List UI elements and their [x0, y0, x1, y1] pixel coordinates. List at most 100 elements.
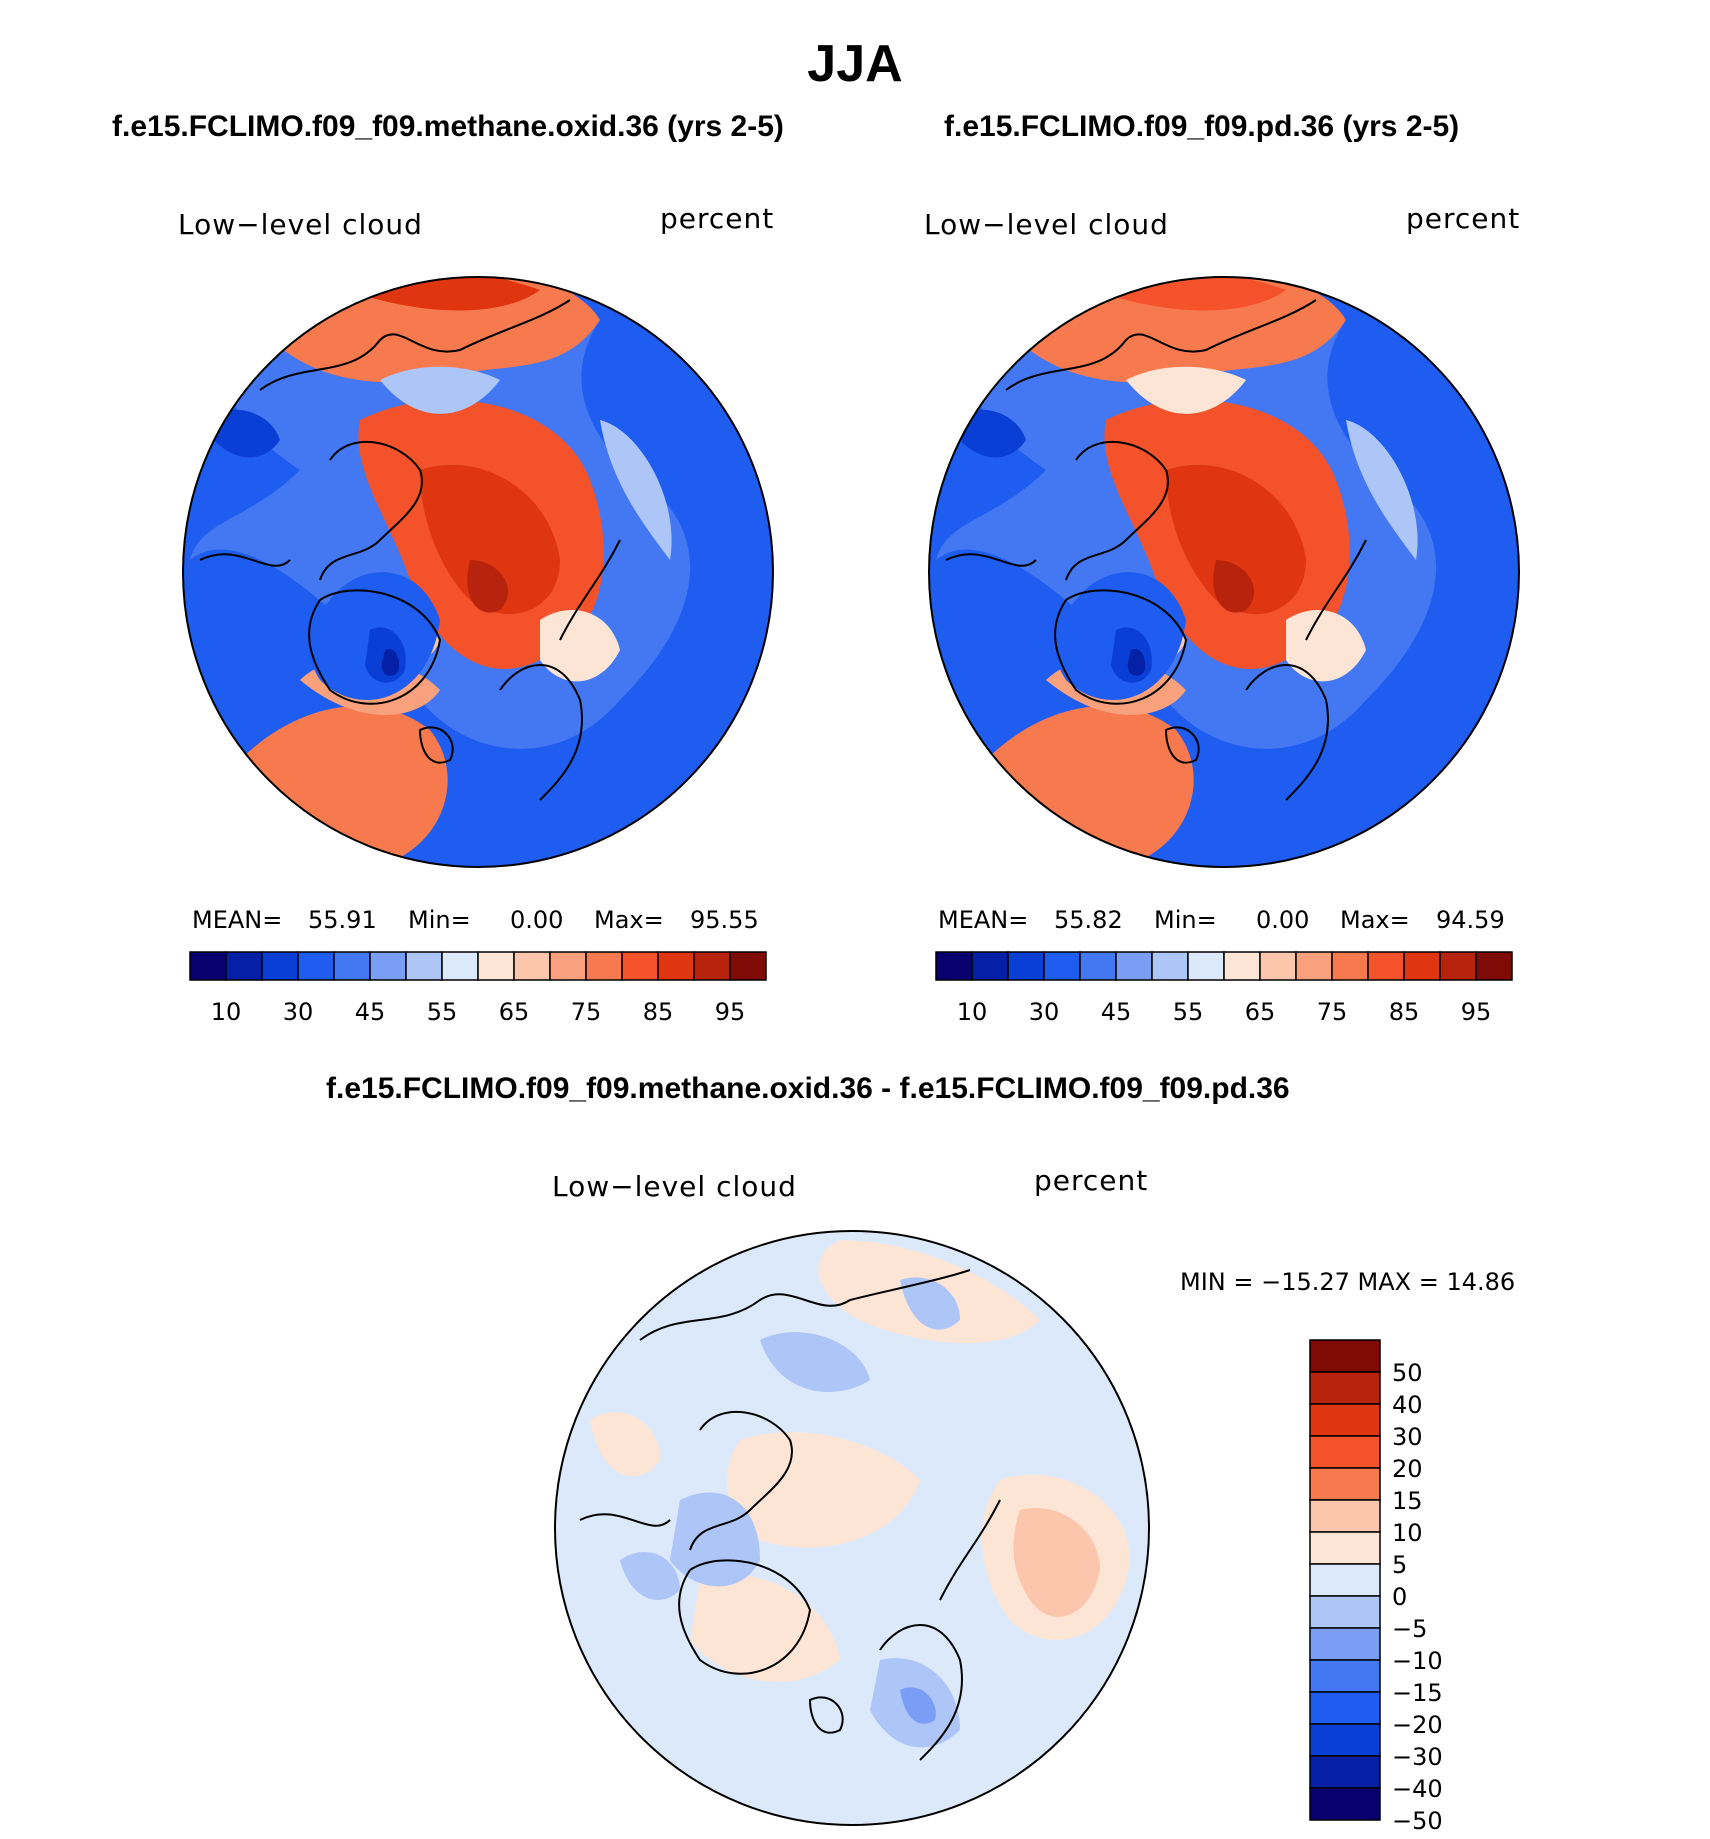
figure-title: JJA [807, 35, 903, 93]
colorbar-1-tick-label: 65 [499, 998, 530, 1026]
colorbar-diff-tick-label: 0 [1392, 1583, 1407, 1611]
colorbar-2-tick-label: 95 [1461, 998, 1492, 1026]
colorbar-1-swatch-2 [261, 951, 299, 981]
colorbar-2-swatch-15 [1475, 951, 1513, 981]
colorbar-2-swatch-6 [1151, 951, 1189, 981]
colorbar-1-tick-label: 45 [355, 998, 386, 1026]
colorbar-2-swatch-14 [1439, 951, 1477, 981]
colorbar-1-swatch-10 [549, 951, 587, 981]
colorbar-diff-tick-label: 15 [1392, 1487, 1423, 1515]
colorbar-diff-tick-label: 30 [1392, 1423, 1423, 1451]
colorbar-2-swatch-2 [1007, 951, 1045, 981]
colorbar-diff-swatch-12 [1309, 1723, 1381, 1757]
colorbar-diff-tick-label: −5 [1392, 1615, 1427, 1643]
colorbar-diff-tick-label: −50 [1392, 1807, 1443, 1835]
colorbar-diff-tick-label: −15 [1392, 1679, 1443, 1707]
colorbar-diff-tick-label: −40 [1392, 1775, 1443, 1803]
panel2-units-label: percent [1406, 202, 1521, 235]
colorbar-diff-swatch-10 [1309, 1659, 1381, 1693]
map3-coastlines [579, 1269, 1001, 1761]
colorbar-diff-tick-label: 5 [1392, 1551, 1407, 1579]
map1-border [182, 276, 774, 868]
map3-polar-field [555, 1231, 1149, 1825]
colorbar-2-swatch-3 [1043, 951, 1081, 981]
colorbar-2-tick-label: 65 [1245, 998, 1276, 1026]
panel1-units-label: percent [660, 202, 775, 235]
colorbar-diff-swatch-3 [1309, 1435, 1381, 1469]
colorbar-diff-swatch-8 [1309, 1595, 1381, 1629]
map2-border [928, 276, 1520, 868]
colorbar-1-swatch-3 [297, 951, 335, 981]
colorbar-1-swatch-14 [693, 951, 731, 981]
colorbar-diff-swatch-6 [1309, 1531, 1381, 1565]
colorbar-1-swatch-7 [441, 951, 479, 981]
colorbar-diff-swatch-2 [1309, 1403, 1381, 1437]
panel1-max-label: Max= [594, 906, 664, 934]
map3-border [554, 1230, 1150, 1826]
colorbar-diff-tick-label: −20 [1392, 1711, 1443, 1739]
colorbar-2-swatch-9 [1259, 951, 1297, 981]
colorbar-1-tick-label: 10 [211, 998, 242, 1026]
colorbar-2-swatch-7 [1187, 951, 1225, 981]
colorbar-1-tick-label: 55 [427, 998, 458, 1026]
panel1-mean-value: 55.91 [308, 906, 377, 934]
colorbar-2-tick-label: 10 [957, 998, 988, 1026]
panel2-max-label: Max= [1340, 906, 1410, 934]
colorbar-diff-swatch-14 [1309, 1787, 1381, 1821]
panel2-max-value: 94.59 [1436, 906, 1505, 934]
colorbar-2-tick-label: 55 [1173, 998, 1204, 1026]
colorbar-2-swatch-5 [1115, 951, 1153, 981]
colorbar-1-swatch-11 [585, 951, 623, 981]
colorbar-2-swatch-8 [1223, 951, 1261, 981]
colorbar-1-swatch-13 [657, 951, 695, 981]
colorbar-1-swatch-15 [729, 951, 767, 981]
colorbar-diff-swatch-13 [1309, 1755, 1381, 1789]
colorbar-1-swatch-4 [333, 951, 371, 981]
colorbar-diff-tick-label: −10 [1392, 1647, 1443, 1675]
colorbar-2-swatch-11 [1331, 951, 1369, 981]
colorbar-diff-tick-label: 50 [1392, 1359, 1423, 1387]
diff-units-label: percent [1034, 1164, 1149, 1197]
colorbar-1-tick-label: 75 [571, 998, 602, 1026]
colorbar-2: 10 30 45 55 65 75 85 95 [935, 951, 1513, 1026]
colorbar-1: 10 30 45 55 65 75 85 95 [189, 951, 767, 1026]
colorbar-2-swatch-1 [971, 951, 1009, 981]
panel1-max-value: 95.55 [690, 906, 759, 934]
colorbar-diff-swatch-7 [1309, 1563, 1381, 1597]
panel1-mean-label: MEAN= [192, 906, 283, 934]
colorbar-diff-swatch-0 [1309, 1339, 1381, 1373]
colorbar-1-swatch-0 [189, 951, 227, 981]
colorbar-2-tick-label: 30 [1029, 998, 1060, 1026]
panel1-min-value: 0.00 [510, 906, 564, 934]
map1-coastlines [199, 299, 621, 801]
colorbar-1-swatch-6 [405, 951, 443, 981]
colorbar-diff-swatch-11 [1309, 1691, 1381, 1725]
diff-minmax-label: MIN = −15.27 MAX = 14.86 [1180, 1268, 1516, 1296]
panel1-case-title: f.e15.FCLIMO.f09_f09.methane.oxid.36 (yr… [112, 110, 784, 143]
colorbar-diff-swatch-1 [1309, 1371, 1381, 1405]
panel1-min-label: Min= [408, 906, 471, 934]
colorbar-diff-swatch-9 [1309, 1627, 1381, 1661]
panel2-min-value: 0.00 [1256, 906, 1310, 934]
colorbar-2-swatch-0 [935, 951, 973, 981]
colorbar-2-swatch-13 [1403, 951, 1441, 981]
colorbar-2-swatch-4 [1079, 951, 1117, 981]
colorbar-diff-tick-label: 40 [1392, 1391, 1423, 1419]
map2-coastlines [945, 299, 1367, 801]
colorbar-1-swatch-12 [621, 951, 659, 981]
colorbar-2-tick-label: 75 [1317, 998, 1348, 1026]
colorbar-1-swatch-9 [513, 951, 551, 981]
panel2-min-label: Min= [1154, 906, 1217, 934]
colorbar-1-tick-label: 85 [643, 998, 674, 1026]
colorbar-1-swatch-5 [369, 951, 407, 981]
panel2-case-title: f.e15.FCLIMO.f09_f09.pd.36 (yrs 2-5) [944, 110, 1460, 143]
colorbar-2-swatch-10 [1295, 951, 1333, 981]
colorbar-1-tick-label: 95 [715, 998, 746, 1026]
diff-title: f.e15.FCLIMO.f09_f09.methane.oxid.36 - f… [326, 1072, 1290, 1105]
colorbar-diff-tick-label: 10 [1392, 1519, 1423, 1547]
colorbar-1-swatch-8 [477, 951, 515, 981]
colorbar-diff-swatch-5 [1309, 1499, 1381, 1533]
colorbar-2-tick-label: 45 [1101, 998, 1132, 1026]
diff-variable-label: Low−level cloud [552, 1170, 797, 1203]
